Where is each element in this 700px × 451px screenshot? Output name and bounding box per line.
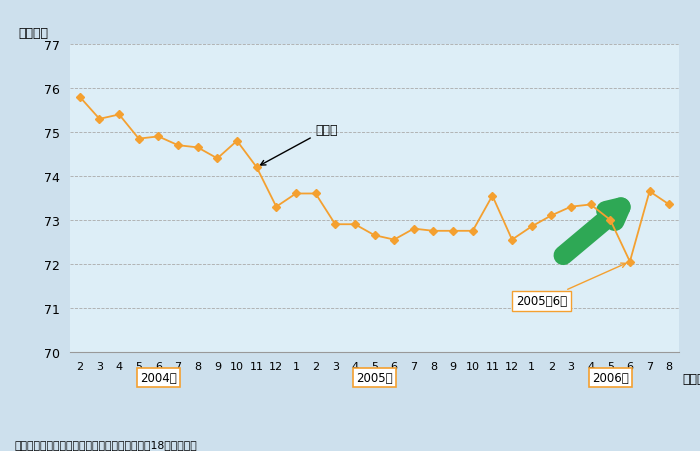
Text: 婚姻数: 婚姻数 (260, 123, 338, 166)
Text: 資料：厚生労働省「人口動態統計速報」（平成18年８月分）: 資料：厚生労働省「人口動態統計速報」（平成18年８月分） (14, 439, 197, 449)
Text: 2004年: 2004年 (140, 372, 177, 384)
Text: （月）: （月） (682, 372, 700, 385)
Text: 2006年: 2006年 (592, 372, 629, 384)
Text: 2005年6月: 2005年6月 (516, 263, 626, 308)
Text: 2005年: 2005年 (356, 372, 393, 384)
Text: （万人）: （万人） (18, 27, 48, 40)
